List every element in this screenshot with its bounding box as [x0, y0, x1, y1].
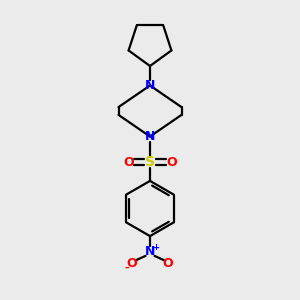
Text: O: O	[163, 256, 173, 270]
Text: N: N	[145, 79, 155, 92]
Text: -: -	[124, 262, 129, 272]
Text: N: N	[145, 245, 155, 258]
Text: O: O	[127, 256, 137, 270]
Text: S: S	[145, 155, 155, 169]
Text: O: O	[123, 155, 134, 169]
Text: N: N	[145, 130, 155, 143]
Text: +: +	[152, 243, 159, 252]
Text: O: O	[166, 155, 177, 169]
